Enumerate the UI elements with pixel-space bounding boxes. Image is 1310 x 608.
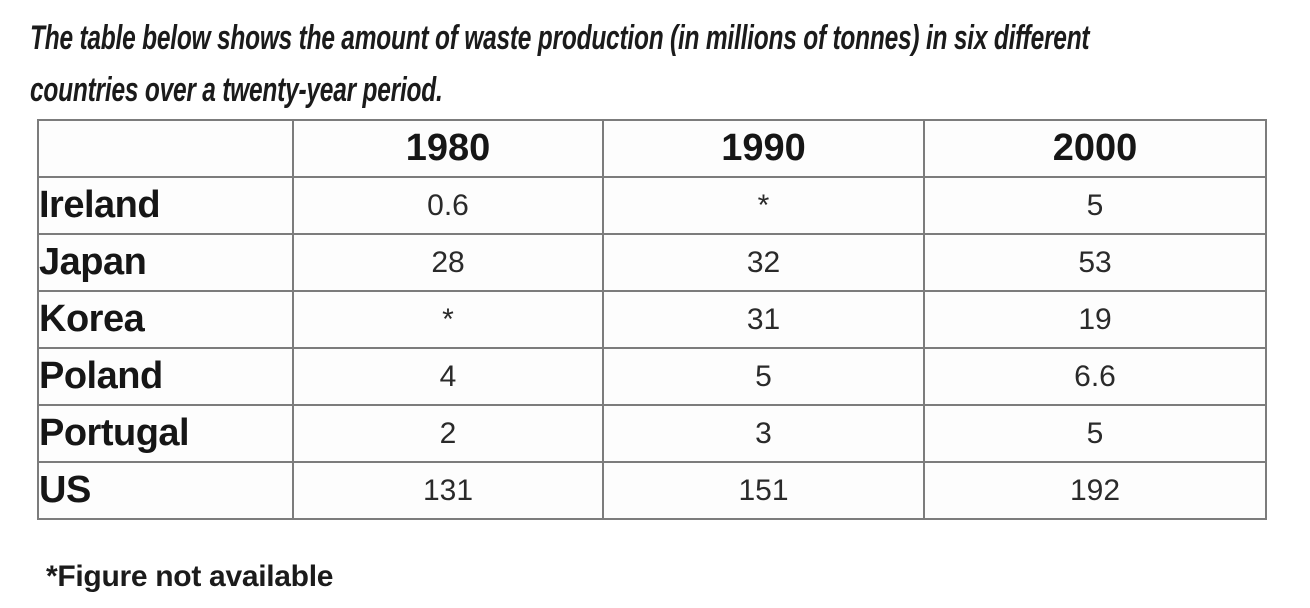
country-cell: US xyxy=(37,461,294,520)
value-cell: 5 xyxy=(923,176,1267,235)
value-cell: 53 xyxy=(923,233,1267,292)
value-cell: 3 xyxy=(602,404,925,463)
value-cell: 0.6 xyxy=(292,176,604,235)
footnote-figure-not-available: *Figure not available xyxy=(46,560,334,593)
value-cell: * xyxy=(602,176,925,235)
year-header-1980: 1980 xyxy=(292,119,604,178)
table-row-korea: Korea * 31 19 xyxy=(37,290,1267,349)
heading-line-2: countries over a twenty-year period. xyxy=(30,71,443,109)
table-header-row: 1980 1990 2000 xyxy=(37,119,1267,178)
value-cell: 19 xyxy=(923,290,1267,349)
country-cell: Ireland xyxy=(37,176,294,235)
value-cell: 5 xyxy=(923,404,1267,463)
value-cell: 6.6 xyxy=(923,347,1267,406)
country-cell: Japan xyxy=(37,233,294,292)
value-cell: 5 xyxy=(602,347,925,406)
country-cell: Korea xyxy=(37,290,294,349)
value-cell: 31 xyxy=(602,290,925,349)
table-row-ireland: Ireland 0.6 * 5 xyxy=(37,176,1267,235)
table-row-poland: Poland 4 5 6.6 xyxy=(37,347,1267,406)
heading-line-1: The table below shows the amount of wast… xyxy=(30,19,1090,57)
page-heading: The table below shows the amount of wast… xyxy=(30,12,1310,116)
value-cell: 32 xyxy=(602,233,925,292)
value-cell: 192 xyxy=(923,461,1267,520)
value-cell: * xyxy=(292,290,604,349)
value-cell: 131 xyxy=(292,461,604,520)
value-cell: 4 xyxy=(292,347,604,406)
country-cell: Poland xyxy=(37,347,294,406)
value-cell: 151 xyxy=(602,461,925,520)
table-row-portugal: Portugal 2 3 5 xyxy=(37,404,1267,463)
country-cell: Portugal xyxy=(37,404,294,463)
value-cell: 28 xyxy=(292,233,604,292)
table-row-japan: Japan 28 32 53 xyxy=(37,233,1267,292)
table-row-us: US 131 151 192 xyxy=(37,461,1267,520)
value-cell: 2 xyxy=(292,404,604,463)
corner-cell xyxy=(37,119,294,178)
waste-production-table: 1980 1990 2000 Ireland 0.6 * 5 Japan 28 … xyxy=(37,119,1267,520)
year-header-2000: 2000 xyxy=(923,119,1267,178)
year-header-1990: 1990 xyxy=(602,119,925,178)
